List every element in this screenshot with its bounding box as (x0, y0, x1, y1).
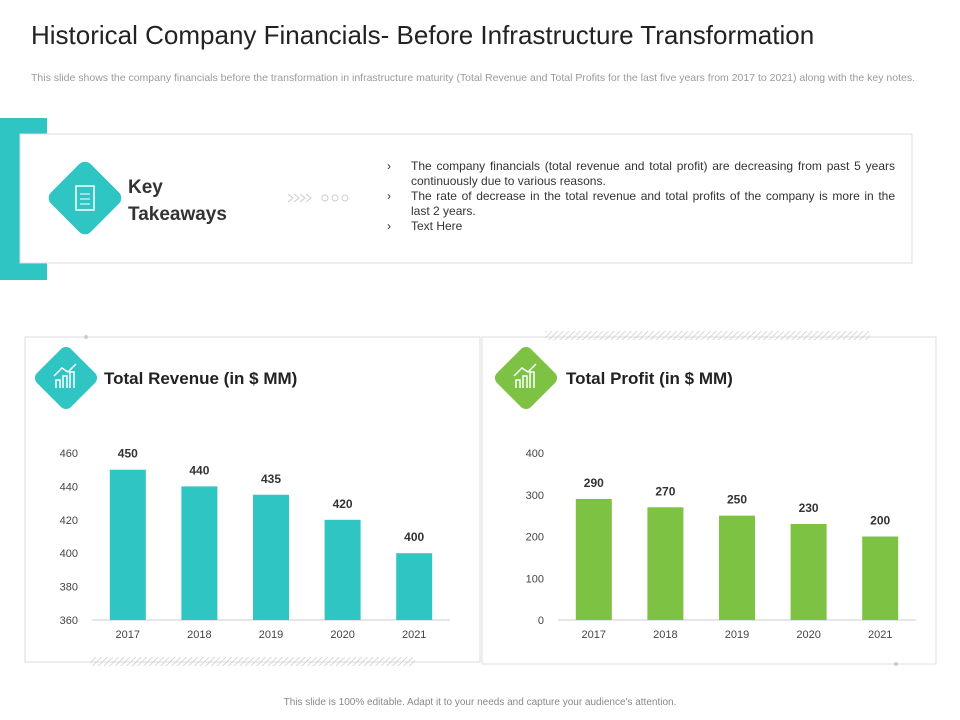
bar (862, 536, 899, 620)
y-tick-label: 0 (538, 615, 544, 627)
footer: This slide is 100% editable. Adapt it to… (283, 697, 677, 708)
arrows-deco (287, 193, 349, 203)
y-tick-label: 400 (60, 548, 78, 560)
x-tick-label: 2021 (868, 629, 892, 641)
icon-diamond (494, 346, 558, 410)
chart-title: Total Profit (in $ MM) (566, 369, 733, 388)
bar (719, 515, 755, 620)
icon-diamond (48, 161, 122, 235)
takeaways-heading: Key Takeaways (128, 177, 227, 225)
bar (575, 498, 612, 620)
y-tick-label: 400 (526, 448, 544, 460)
chart-title: Total Revenue (in $ MM) (104, 369, 297, 388)
x-tick-label: 2017 (116, 629, 140, 641)
takeaway-point: The rate of decrease in the total revenu… (387, 189, 895, 219)
data-label: 230 (799, 501, 819, 515)
hatch-deco (545, 331, 870, 340)
chart-icon (53, 363, 77, 388)
slide-title: Historical Company Financials- Before In… (31, 20, 815, 50)
x-tick-label: 2017 (582, 629, 606, 641)
slide-subtitle: This slide shows the company financials … (31, 72, 915, 84)
data-label: 200 (870, 514, 890, 528)
y-tick-label: 460 (60, 448, 78, 460)
bar (109, 469, 146, 620)
y-tick-label: 300 (526, 490, 544, 502)
data-label: 400 (404, 530, 424, 544)
data-label: 290 (584, 476, 604, 490)
y-tick-label: 380 (60, 582, 78, 594)
dot-deco (894, 662, 898, 666)
takeaway-point: Text Here (387, 219, 895, 234)
takeaway-list: The company financials (total revenue an… (387, 159, 895, 234)
data-label: 440 (189, 463, 209, 477)
icon-diamond (34, 346, 98, 410)
x-tick-label: 2018 (187, 629, 211, 641)
x-tick-label: 2019 (725, 629, 749, 641)
dot-deco (84, 335, 88, 339)
hatch-deco (90, 657, 415, 666)
data-label: 435 (261, 472, 281, 486)
x-tick-label: 2021 (402, 629, 426, 641)
y-tick-label: 360 (60, 615, 78, 627)
bar (790, 523, 827, 620)
y-tick-label: 200 (526, 532, 544, 544)
bar (324, 519, 361, 620)
data-label: 270 (655, 484, 675, 498)
x-tick-label: 2018 (653, 629, 677, 641)
data-label: 420 (333, 497, 353, 511)
data-label: 450 (118, 447, 138, 461)
x-tick-label: 2019 (259, 629, 283, 641)
bar (396, 553, 433, 620)
bar (253, 494, 289, 620)
chart-icon (513, 363, 537, 388)
x-tick-label: 2020 (330, 629, 354, 641)
data-label: 250 (727, 493, 747, 507)
takeaway-point: The company financials (total revenue an… (387, 159, 895, 189)
bar (647, 507, 684, 620)
y-tick-label: 440 (60, 481, 78, 493)
bar (181, 486, 218, 620)
y-tick-label: 420 (60, 515, 78, 527)
x-tick-label: 2020 (796, 629, 820, 641)
y-tick-label: 100 (526, 573, 544, 585)
clipboard-icon (75, 185, 95, 211)
